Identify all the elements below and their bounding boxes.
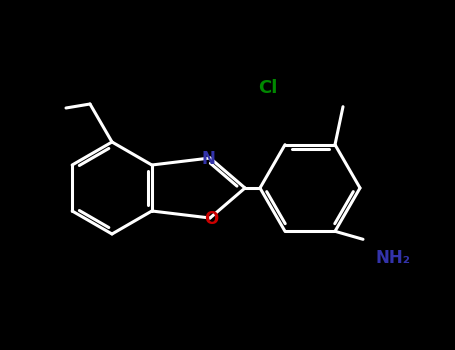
Text: O: O	[204, 210, 218, 228]
Text: N: N	[201, 150, 215, 168]
Text: NH₂: NH₂	[375, 249, 410, 267]
Text: Cl: Cl	[258, 79, 278, 97]
